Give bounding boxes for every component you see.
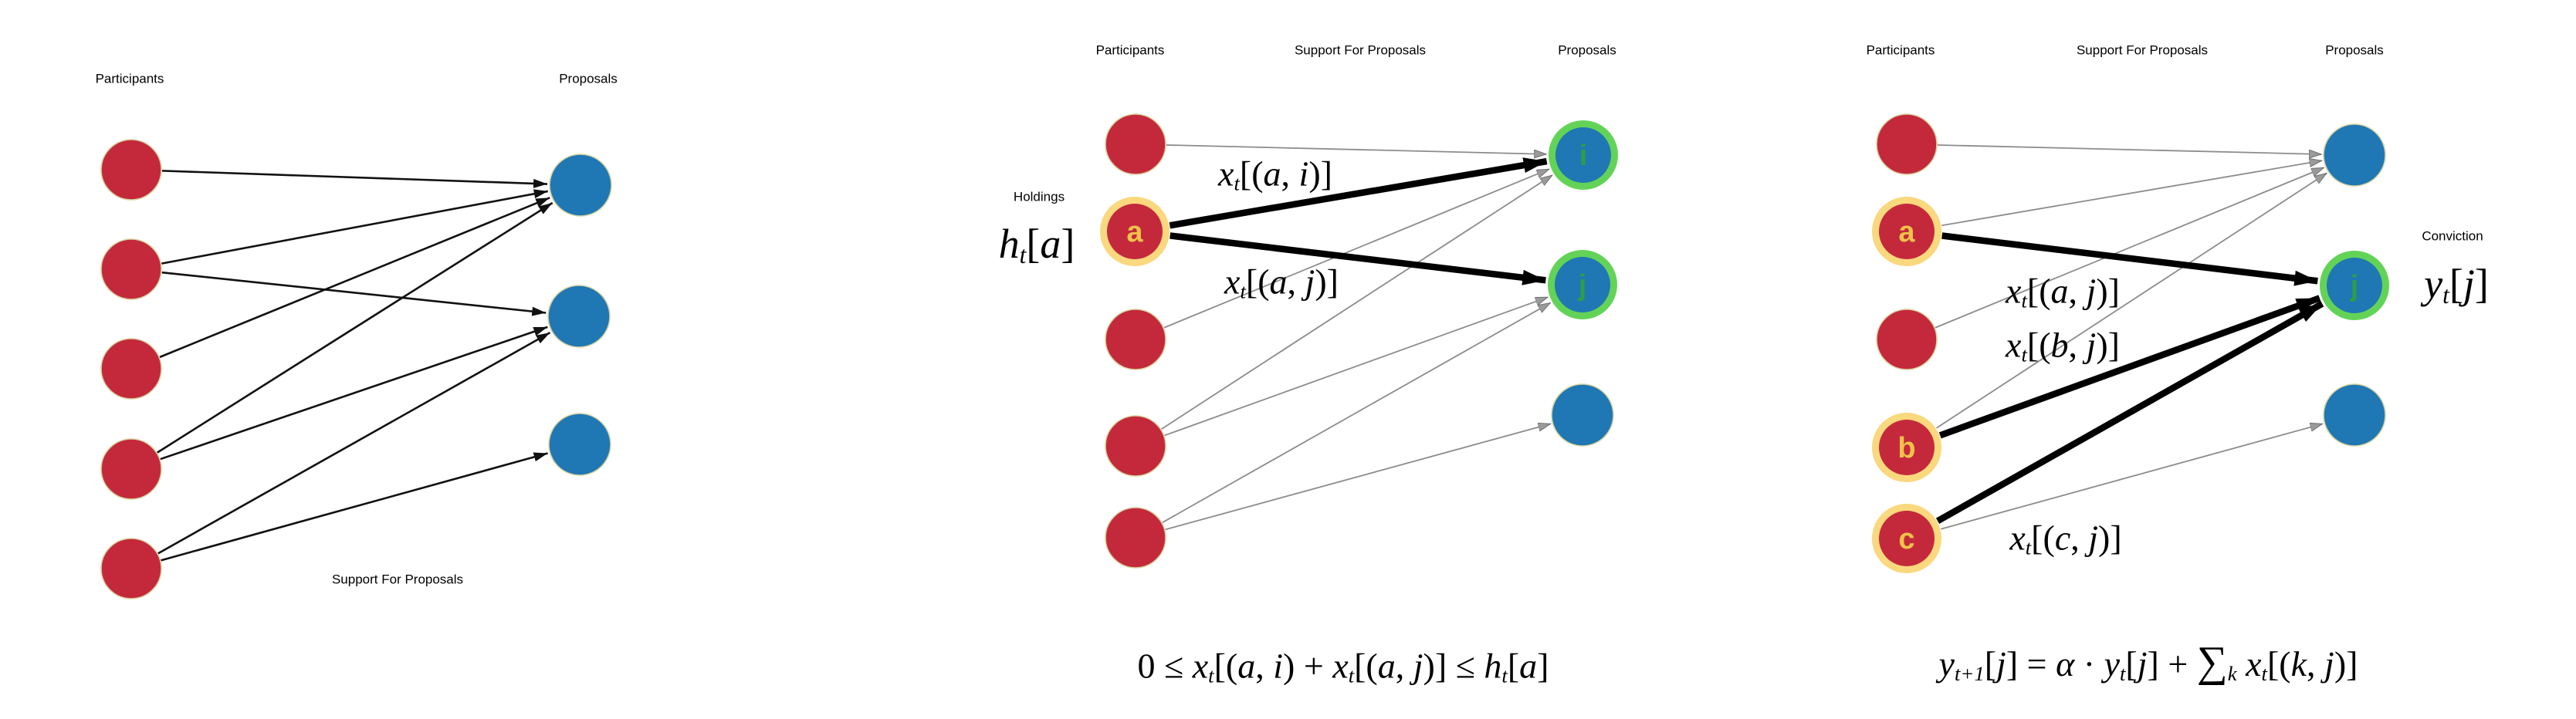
edge-left-participant-1-to-left-proposal-1	[161, 170, 548, 188]
left-participant-4	[100, 438, 162, 500]
mid-participant-3-circle	[1105, 309, 1166, 370]
right-participant-3-circle	[1876, 309, 1938, 370]
edge-left-participant-3-to-left-proposal-1	[159, 197, 550, 359]
right-proposal-j-circle	[2327, 258, 2382, 313]
left-participant-5-circle	[100, 538, 162, 599]
left-proposal-3	[548, 413, 611, 476]
mid-participant-a-letter: a	[1126, 216, 1143, 248]
edge-mid-participant-a-to-mid-proposal-j	[1170, 232, 1546, 285]
edge-right-participant-b-to-right-proposal-j	[1938, 295, 2321, 439]
edge-right-participant-3-to-right-proposal-1	[1935, 167, 2324, 329]
edge-left-participant-2-to-left-proposal-2	[161, 271, 547, 316]
edge-mid-participant-4-to-mid-proposal-i	[1161, 175, 1552, 430]
mid-participant-3	[1105, 309, 1166, 370]
bipartite-holdings-split: a i j	[1100, 113, 1618, 569]
right-participant-1	[1876, 113, 1938, 175]
mid-proposal-3-circle	[1551, 383, 1614, 447]
mid-proposal-j-letter: j	[1578, 269, 1587, 302]
right-proposal-j-letter: j	[2350, 270, 2359, 302]
edge-left-participant-5-to-left-proposal-3	[161, 452, 548, 562]
right-participant-a-letter: a	[1898, 216, 1915, 248]
mid-participant-1-circle	[1105, 113, 1166, 175]
mid-participant-a: a	[1100, 197, 1170, 266]
mid-participant-1	[1105, 113, 1166, 175]
bipartite-support-basic	[100, 139, 612, 599]
edge-left-participant-4-to-left-proposal-1	[157, 201, 553, 454]
edge-mid-participant-5-to-mid-proposal-3	[1165, 424, 1551, 531]
right-participant-b-circle	[1879, 420, 1935, 475]
mid-proposal-i-circle	[1555, 127, 1611, 183]
right-participant-b-letter: b	[1897, 432, 1915, 464]
left-participant-4-circle	[100, 438, 162, 500]
edge-left-participant-2-to-left-proposal-1	[161, 189, 548, 265]
edge-mid-participant-5-to-mid-proposal-j	[1162, 302, 1550, 524]
right-participant-c: c	[1872, 504, 1941, 573]
right-proposal-3	[2323, 383, 2386, 447]
edge-mid-participant-a-to-mid-proposal-i	[1169, 157, 1548, 229]
bipartite-conviction-sum: a b c j	[1872, 113, 2389, 573]
left-participant-1	[100, 139, 162, 201]
right-participant-c-circle	[1879, 511, 1935, 566]
left-proposal-3-circle	[548, 413, 611, 476]
edge-mid-participant-3-to-mid-proposal-i	[1163, 168, 1549, 329]
edge-right-participant-c-to-right-proposal-j	[1935, 300, 2324, 525]
edge-right-participant-b-to-right-proposal-1	[1936, 174, 2327, 429]
right-proposal-j: j	[2320, 251, 2389, 320]
left-proposal-2	[547, 285, 611, 348]
left-proposal-1	[549, 154, 612, 217]
mid-participant-5-circle	[1105, 507, 1166, 569]
edge-left-participant-4-to-left-proposal-2	[160, 326, 548, 461]
right-proposal-3-circle	[2323, 383, 2386, 447]
right-participant-a: a	[1872, 197, 1941, 266]
right-proposal-1	[2323, 123, 2386, 187]
left-participant-3-circle	[100, 338, 162, 400]
mid-proposal-3	[1551, 383, 1614, 447]
right-participant-b: b	[1872, 413, 1941, 482]
edge-mid-participant-4-to-mid-proposal-j	[1164, 296, 1548, 437]
left-participant-5	[100, 538, 162, 599]
left-participant-3	[100, 338, 162, 400]
edge-mid-participant-1-to-mid-proposal-i	[1166, 144, 1546, 154]
right-participant-c-letter: c	[1898, 523, 1914, 555]
mid-proposal-j-circle	[1555, 257, 1610, 312]
right-participant-3	[1876, 309, 1938, 370]
mid-proposal-j: j	[1548, 250, 1617, 319]
mid-participant-5	[1105, 507, 1166, 569]
mid-proposal-i: i	[1549, 120, 1618, 190]
left-participant-2	[100, 238, 162, 300]
edge-right-participant-c-to-right-proposal-3	[1941, 424, 2322, 530]
right-participant-a-circle	[1879, 204, 1935, 259]
edge-right-participant-a-to-right-proposal-j	[1941, 232, 2318, 286]
left-proposal-2-circle	[547, 285, 611, 348]
left-participant-1-circle	[100, 139, 162, 201]
mid-participant-4-circle	[1105, 415, 1166, 477]
mid-participant-4	[1105, 415, 1166, 477]
edge-right-participant-a-to-right-proposal-1	[1941, 160, 2321, 227]
right-proposal-1-circle	[2323, 123, 2386, 187]
mid-participant-a-circle	[1107, 204, 1163, 259]
edge-right-participant-1-to-right-proposal-1	[1937, 144, 2321, 154]
mid-proposal-i-letter: i	[1579, 140, 1588, 172]
right-participant-1-circle	[1876, 113, 1938, 175]
left-participant-2-circle	[100, 238, 162, 300]
edge-left-participant-5-to-left-proposal-2	[157, 331, 551, 555]
left-proposal-1-circle	[549, 154, 612, 217]
